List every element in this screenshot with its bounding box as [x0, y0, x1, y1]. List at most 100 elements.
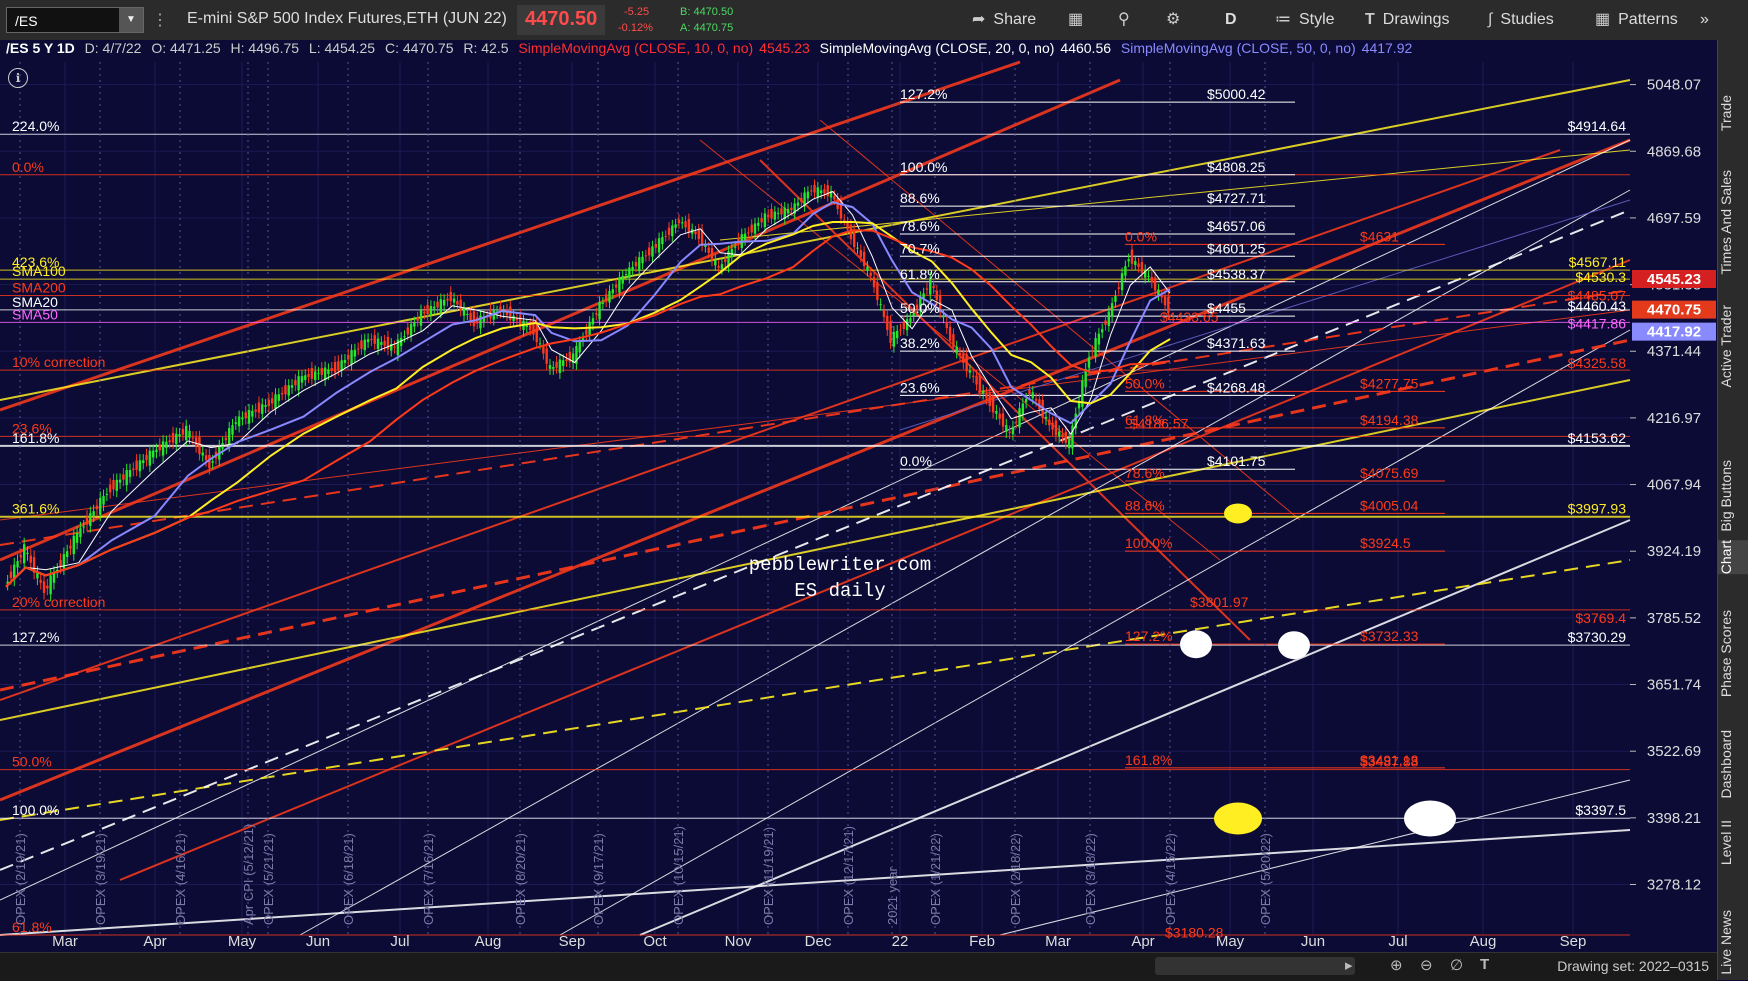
fib-price-label: $4601.25	[1207, 240, 1266, 256]
link-icon[interactable]: ⋮	[152, 12, 168, 29]
candle-body	[1031, 392, 1034, 399]
candle-body	[234, 422, 238, 424]
candle-body	[1051, 422, 1054, 430]
right-tab-phase-scores[interactable]: Phase Scores	[1718, 610, 1734, 698]
candle-body	[204, 455, 208, 461]
candle-body	[575, 345, 578, 364]
legend-sma20-label[interactable]: SimpleMovingAvg (CLOSE, 20, 0, no)	[819, 40, 1055, 56]
trend-line	[0, 79, 1631, 401]
right-tab-chart[interactable]: Chart	[1718, 540, 1748, 575]
candle-body	[274, 394, 277, 409]
zoom-fit-icon[interactable]: ∅	[1450, 957, 1464, 974]
legend-sma10-label[interactable]: SimpleMovingAvg (CLOSE, 10, 0, no)	[518, 40, 754, 56]
trend-line	[759, 159, 1251, 641]
fib-price-label: $4101.75	[1207, 453, 1266, 469]
drawing-set-label[interactable]: Drawing set: 2022–0315	[1557, 958, 1709, 974]
candle-body	[677, 219, 681, 224]
candle-body	[211, 461, 214, 463]
candle-body	[773, 211, 777, 220]
right-tab-big-buttons[interactable]: Big Buttons	[1718, 460, 1734, 532]
right-tab-live-news[interactable]: Live News	[1718, 910, 1734, 975]
text-cursor-icon[interactable]: T	[1480, 956, 1490, 973]
time-axis-label: 22	[892, 933, 909, 950]
fib-red-price-label: $3732.33	[1360, 628, 1419, 644]
candle-body	[895, 330, 899, 339]
share-button[interactable]: ➦ Share	[972, 6, 1036, 34]
candle-body	[846, 222, 849, 230]
symbol-selector[interactable]: /ES ▼	[6, 7, 144, 33]
candle-body	[416, 317, 419, 321]
candle-body	[165, 441, 168, 448]
watermark-text: ES daily	[794, 580, 885, 602]
price-chart[interactable]: OPEX (2/19/21) OPEX (3/19/21) OPEX (4/16/2…	[0, 40, 1717, 952]
net-change-pct: -0.12%	[618, 22, 653, 34]
price-axis-label: 4216.97	[1647, 410, 1701, 427]
candle-body	[155, 449, 158, 453]
horizontal-scrollbar[interactable]	[1155, 957, 1355, 975]
candle-body	[1153, 277, 1157, 291]
candle-body	[320, 368, 324, 375]
candle-body	[1120, 273, 1124, 291]
patterns-button[interactable]: ▦ Patterns	[1595, 6, 1678, 34]
opex-label: OPEX (3/18/22)	[1083, 833, 1098, 925]
candle-body	[32, 556, 36, 573]
candle-body	[753, 223, 757, 234]
candle-body	[1077, 401, 1081, 409]
candle-body	[112, 479, 115, 490]
left-level-label: 127.2%	[12, 629, 59, 645]
right-level-label: $3397.5	[1575, 802, 1626, 818]
style-button[interactable]: ≔ Style	[1275, 6, 1335, 34]
candle-body	[267, 399, 271, 407]
candle-body	[1107, 311, 1111, 327]
grid-layout-button[interactable]: ▦	[1068, 6, 1091, 34]
studies-button[interactable]: ∫ Studies	[1488, 6, 1554, 34]
legend-sma50-label[interactable]: SimpleMovingAvg (CLOSE, 50, 0, no)	[1120, 40, 1356, 56]
candle-body	[264, 405, 267, 407]
candle-body	[800, 197, 803, 202]
collapse-button[interactable]: »	[1700, 6, 1709, 34]
right-tab-level-ii[interactable]: Level II	[1718, 820, 1734, 866]
candle-body	[380, 342, 383, 345]
candle-body	[1054, 420, 1058, 436]
candle-body	[628, 267, 631, 278]
candle-body	[568, 352, 572, 362]
candle-body	[254, 409, 257, 412]
candle-body	[743, 233, 747, 241]
annotations: pebblewriter.com ES daily	[749, 503, 1456, 837]
right-tab-dashboard[interactable]: Dashboard	[1718, 730, 1734, 799]
right-tab-times-and-sales[interactable]: Times And Sales	[1718, 170, 1734, 275]
candle-body	[1130, 249, 1134, 264]
zoom-out-icon[interactable]: ⊖	[1420, 957, 1433, 974]
candle-body	[343, 359, 347, 363]
info-icon[interactable]: ℹ	[8, 68, 28, 88]
candle-body	[1001, 413, 1005, 427]
left-level-label: SMA100	[12, 263, 66, 279]
period-button[interactable]: D	[1225, 11, 1237, 28]
settings-button[interactable]: ⚙	[1166, 6, 1188, 34]
price-tag-label: 4545.23	[1647, 271, 1701, 288]
chevron-down-icon[interactable]: ▼	[119, 8, 143, 32]
share-icon: ➦	[972, 11, 986, 28]
trend-line	[0, 309, 1631, 521]
left-level-label: 0.0%	[12, 159, 44, 175]
candle-body	[965, 354, 968, 372]
candle-body	[598, 302, 601, 320]
zoom-in-icon[interactable]: ⊕	[1390, 957, 1403, 974]
opex-label: OPEX (2/18/22)	[1008, 833, 1023, 925]
right-tab-trade[interactable]: Trade	[1718, 95, 1734, 132]
candle-body	[366, 339, 370, 343]
right-tab-active-trader[interactable]: Active Trader	[1718, 305, 1734, 388]
time-axis-label: May	[1216, 933, 1245, 950]
candle-body	[707, 247, 710, 253]
scroll-right-icon[interactable]: ▸	[1345, 957, 1353, 974]
candle-body	[786, 208, 790, 214]
candle-body	[829, 191, 833, 198]
candle-body	[614, 284, 618, 288]
candle-body	[1124, 266, 1127, 276]
candle-body	[591, 318, 595, 325]
candle-body	[724, 259, 727, 262]
drawings-label: Drawings	[1382, 11, 1450, 28]
flask-button[interactable]: ⚲	[1118, 6, 1138, 34]
drawings-button[interactable]: T Drawings	[1365, 6, 1449, 34]
